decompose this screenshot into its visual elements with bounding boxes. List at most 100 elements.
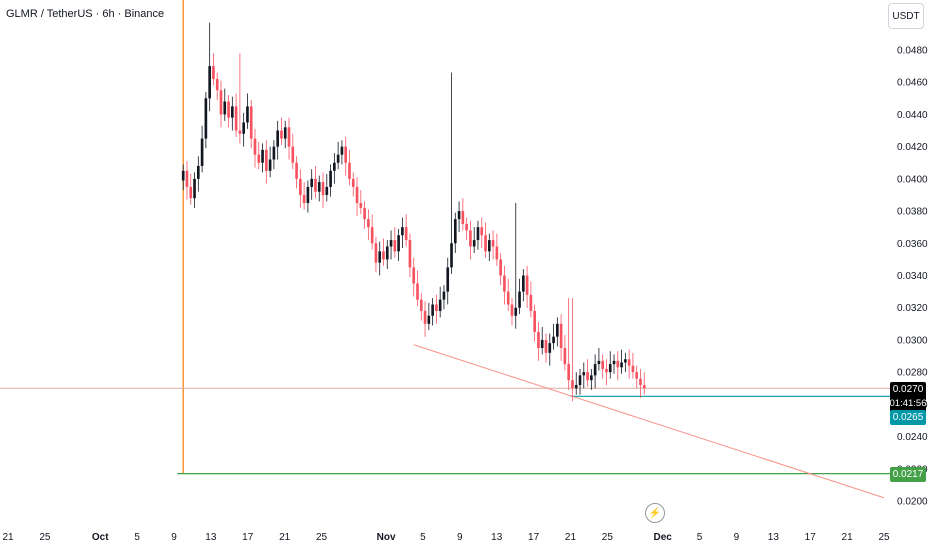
- time-tick-label: 21: [565, 532, 577, 543]
- candle-body: [355, 186, 359, 204]
- candle-body: [302, 194, 306, 204]
- time-tick-label: 17: [528, 532, 540, 543]
- candle-body: [627, 359, 631, 366]
- candle-body: [374, 243, 378, 263]
- candle-body: [472, 240, 476, 247]
- candle-body: [620, 362, 623, 368]
- time-tick-label: 25: [39, 532, 51, 543]
- candle-body: [212, 66, 215, 79]
- candle-body: [431, 304, 434, 316]
- time-tick-label: 25: [878, 532, 890, 543]
- candle-body: [563, 347, 567, 365]
- time-tick-label: 9: [734, 532, 740, 543]
- candle-body: [419, 299, 423, 311]
- candle-body: [639, 378, 642, 386]
- candle-body: [453, 219, 457, 244]
- candle-body: [457, 211, 461, 220]
- candle-body: [518, 291, 521, 308]
- candle-body: [253, 138, 257, 155]
- price-tick-label: 0.0320: [897, 303, 928, 314]
- candle-body: [351, 178, 355, 187]
- candle-body: [359, 203, 363, 208]
- candle-body: [401, 227, 404, 236]
- candle-body: [382, 251, 385, 260]
- candle-body: [586, 372, 589, 381]
- candle-body: [510, 304, 514, 316]
- candle-body: [521, 275, 525, 292]
- currency-unit-button[interactable]: USDT: [888, 3, 924, 29]
- time-tick-label: Oct: [92, 532, 109, 543]
- candle-body: [265, 149, 268, 171]
- candle-body: [469, 230, 472, 247]
- candle-body: [631, 365, 635, 373]
- candle-body: [571, 380, 574, 389]
- candle-body: [397, 235, 400, 252]
- candle-body: [548, 343, 552, 353]
- lightning-bolt-icon[interactable]: ⚡: [645, 503, 665, 523]
- candle-body: [601, 360, 605, 369]
- candle-body: [317, 182, 321, 192]
- price-axis: 0.0480 0.0460 0.0440 0.0420 0.0400 0.0380 0.03…: [897, 46, 928, 508]
- candle-body: [193, 178, 196, 199]
- candle-body: [487, 240, 491, 252]
- candle-body: [438, 299, 442, 311]
- candle-body: [450, 243, 453, 268]
- candle-body: [567, 364, 570, 381]
- candle-body: [480, 227, 484, 236]
- candle-body: [340, 146, 344, 155]
- price-tick-label: 0.0400: [897, 174, 928, 185]
- price-tick-label: 0.0420: [897, 142, 928, 153]
- time-tick-label: 13: [768, 532, 780, 543]
- candle-body: [635, 372, 639, 379]
- candle-body: [378, 251, 382, 263]
- candle-body: [283, 127, 287, 139]
- price-tick-label: 0.0440: [897, 110, 928, 121]
- candle-body: [597, 360, 601, 365]
- candle-body: [491, 240, 495, 247]
- candle-body: [363, 207, 366, 220]
- price-tick-label: 0.0280: [897, 368, 928, 379]
- candle-body: [314, 178, 317, 192]
- candle-body: [461, 211, 465, 224]
- candle-body: [503, 275, 506, 292]
- candle-body: [427, 315, 431, 324]
- candle-body: [559, 323, 563, 348]
- price-tick-label: 0.0200: [897, 497, 928, 508]
- time-tick-label: 17: [242, 532, 254, 543]
- candle-body: [234, 106, 238, 131]
- candle-body: [348, 162, 351, 179]
- support-price-badge: 0.0265: [890, 410, 926, 425]
- candle-body: [204, 98, 208, 139]
- candle-body: [616, 360, 620, 368]
- candle-body: [242, 122, 245, 134]
- time-tick-label: Nov: [377, 532, 396, 543]
- time-tick-label: 9: [457, 532, 463, 543]
- candle-body: [476, 227, 480, 241]
- price-tick-label: 0.0340: [897, 271, 928, 282]
- price-tick-label: 0.0480: [897, 46, 928, 57]
- candle-body: [578, 375, 582, 386]
- candle-body: [608, 364, 612, 373]
- candle-body: [200, 138, 204, 166]
- time-tick-label: 5: [134, 532, 140, 543]
- chart-title: GLMR / TetherUS · 6h · Binance: [6, 8, 165, 20]
- candle-body: [223, 101, 227, 115]
- time-tick-label: 21: [2, 532, 14, 543]
- candle-body: [484, 235, 487, 252]
- price-tick-label: 0.0460: [897, 78, 928, 89]
- candle-body: [529, 294, 533, 311]
- candle-body: [435, 304, 438, 311]
- time-tick-label: 25: [316, 532, 328, 543]
- candle-body: [556, 323, 559, 337]
- candle-body: [605, 368, 608, 373]
- candle-body: [423, 310, 427, 324]
- candle-body: [272, 146, 276, 160]
- chart-guides: [0, 0, 890, 499]
- time-tick-label: 13: [491, 532, 503, 543]
- candle-body: [268, 159, 272, 171]
- time-tick-label: 5: [420, 532, 426, 543]
- candle-body: [291, 146, 295, 163]
- candle-body: [249, 106, 253, 139]
- candle-body: [544, 339, 548, 353]
